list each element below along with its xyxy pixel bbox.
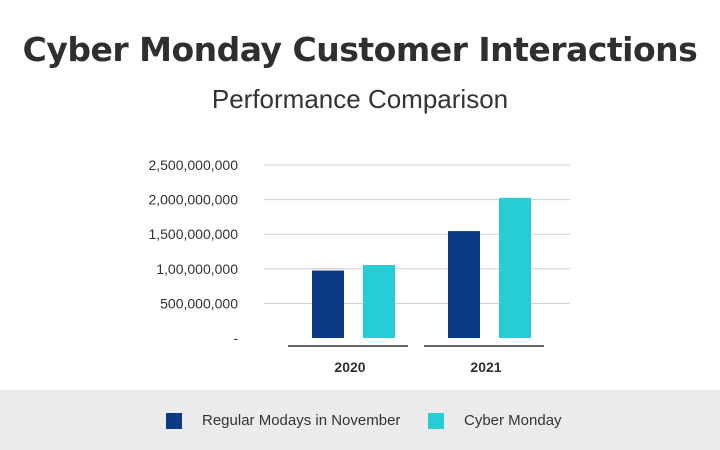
y-tick-label: 2,000,000,000 <box>148 192 238 208</box>
legend-swatch-regular-mondays <box>166 412 182 429</box>
bar-regular-modays-in-november-2021 <box>448 231 480 338</box>
legend-item-regular-mondays: Regular Modays in November <box>166 412 400 429</box>
legend: Regular Modays in November Cyber Monday <box>0 390 720 450</box>
legend-label-regular-mondays: Regular Modays in November <box>202 412 401 429</box>
legend-label-cyber-monday: Cyber Monday <box>464 412 562 429</box>
bar-chart: - 500,000,000 1,00,000,000 1,500,000,000 2,0… <box>148 157 570 375</box>
bar-cyber-monday-2021 <box>499 197 531 338</box>
x-tick-label: 2021 <box>470 359 501 375</box>
y-tick-label: 1,500,000,000 <box>148 226 238 242</box>
chart-subtitle: Performance Comparison <box>211 84 509 114</box>
y-tick-label: 500,000,000 <box>160 295 238 311</box>
x-tick-label: 2020 <box>334 359 365 375</box>
y-tick-label: 2,500,000,000 <box>148 157 238 173</box>
legend-item-cyber-monday: Cyber Monday <box>428 412 562 429</box>
legend-swatch-cyber-monday <box>428 412 444 429</box>
chart-title: Cyber Monday Customer Interactions <box>22 30 698 69</box>
y-tick-label: 1,00,000,000 <box>156 261 238 277</box>
y-tick-label: - <box>233 330 238 346</box>
bar-regular-modays-in-november-2020 <box>312 270 344 338</box>
bar-cyber-monday-2020 <box>363 264 395 338</box>
